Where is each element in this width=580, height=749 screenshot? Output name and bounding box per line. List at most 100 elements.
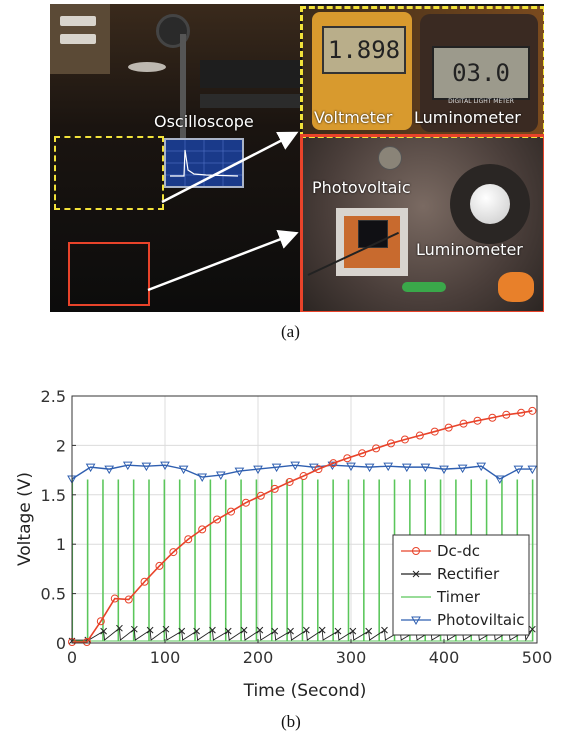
rectifier-point — [224, 627, 232, 635]
marker-stroke — [162, 625, 170, 633]
dcdc-point — [372, 444, 381, 453]
label-oscilloscope: Oscilloscope — [154, 112, 254, 131]
label-luminometer-top: Luminometer — [414, 108, 521, 127]
photovoltaic-point — [160, 461, 170, 471]
light-meter-brand: DIGITAL LIGHT METER — [448, 98, 514, 105]
marker-stroke — [116, 624, 123, 632]
marker-stroke — [271, 627, 279, 635]
photovoltaic-point — [271, 463, 282, 473]
dcdc-point — [343, 454, 352, 463]
legend-marker — [412, 570, 420, 578]
y-axis-label: Voltage (V) — [15, 472, 35, 566]
dcdc-point — [256, 491, 265, 500]
photovoltaic-point — [85, 463, 96, 473]
legend-label: Rectifier — [437, 565, 500, 583]
legend-marker — [412, 547, 420, 555]
photo-panel: 1.898 03.0 DIGITAL LIGHT METER Oscillosc… — [50, 4, 544, 312]
series-dcdc — [68, 406, 537, 647]
rectifier-point — [303, 626, 310, 634]
dcdc-point — [430, 427, 439, 436]
dcdc-point — [400, 435, 409, 444]
y-tick-label: 0 — [56, 634, 66, 653]
rectifier-point — [349, 627, 357, 635]
dcdc-point — [213, 515, 222, 524]
dcdc-point — [96, 617, 105, 626]
dcdc-point — [110, 594, 119, 603]
dcdc-point — [140, 577, 149, 586]
rectifier-point — [146, 626, 154, 634]
rectifier-point — [100, 627, 107, 635]
callout-arrows — [147, 131, 299, 292]
rectifier-point — [209, 626, 216, 634]
photovoltaic-point — [215, 471, 226, 481]
photovoltaic-point — [420, 463, 431, 473]
marker-stroke — [224, 627, 232, 635]
timer-line — [71, 479, 534, 642]
photovoltaic-point — [122, 461, 133, 471]
yellow-dashed-box-left — [54, 136, 164, 210]
y-tick-label: 2.5 — [41, 387, 66, 406]
rectifier-point — [130, 625, 138, 633]
legend-label: Timer — [436, 588, 481, 606]
x-tick-label: 200 — [243, 648, 274, 667]
x-tick-label: 500 — [522, 648, 553, 667]
x-tick-label: 400 — [429, 648, 460, 667]
marker-stroke — [318, 626, 326, 634]
photovoltaic-point — [364, 463, 375, 473]
dcdc-point — [299, 472, 308, 481]
lamp-base — [128, 62, 166, 72]
photovoltaic-point — [104, 465, 115, 475]
coin — [378, 146, 402, 170]
legend-box — [392, 534, 530, 636]
photovoltaic-point — [494, 475, 505, 484]
rectifier-point — [365, 627, 373, 635]
x-axis-label: Time (Second) — [243, 681, 367, 701]
y-tick-label: 0.5 — [41, 585, 66, 604]
dcdc-point — [386, 439, 395, 448]
marker-stroke — [193, 627, 200, 635]
photovoltaic-point — [527, 465, 538, 475]
label-voltmeter: Voltmeter — [314, 108, 393, 127]
marker-stroke — [100, 627, 107, 635]
legend-marker — [411, 616, 421, 626]
rectifier-point — [162, 625, 170, 633]
marker-stroke — [287, 627, 294, 635]
marker-stroke — [381, 626, 388, 634]
rectifier-point — [240, 626, 248, 634]
legend-label: Dc-dc — [437, 542, 480, 560]
marker-stroke — [256, 626, 264, 634]
dcdc-point — [124, 595, 133, 604]
series-timer — [71, 479, 534, 642]
y-tick-label: 1 — [56, 535, 66, 554]
photovoltaic-point — [513, 465, 524, 475]
rectifier-point — [193, 627, 200, 635]
rectifier-point — [271, 627, 279, 635]
plot-frame — [71, 395, 538, 644]
dcdc-point — [169, 548, 178, 557]
series-photovoltaic — [67, 461, 538, 484]
dcdc-point — [528, 406, 537, 415]
dcdc-line — [72, 410, 533, 643]
y-tick-label: 2 — [56, 436, 66, 455]
marker-stroke — [334, 627, 342, 635]
photovoltaic-point — [141, 462, 152, 472]
dcdc-point — [473, 416, 482, 425]
arrow-to-photovoltaic — [147, 230, 299, 292]
dcdc-point — [241, 498, 250, 507]
marker-stroke — [130, 625, 138, 633]
bench-shelf — [200, 94, 300, 108]
rectifier-point — [334, 627, 342, 635]
dcdc-point — [459, 419, 468, 428]
dcdc-point — [444, 423, 453, 432]
photovoltaic-point — [253, 465, 263, 475]
bench-shelf — [200, 60, 300, 88]
voltage-chart: 0 100 200 300 400 500 0 0.5 1 1.5 2 2.5 Time (Secon… — [15, 387, 553, 701]
photovoltaic-point — [401, 463, 412, 473]
rectifier-point — [178, 627, 186, 635]
red-box-right — [300, 134, 544, 312]
oscilloscope-trace — [166, 140, 242, 186]
photovoltaic-point — [290, 461, 301, 471]
marker-stroke — [365, 627, 373, 635]
dcdc-point — [415, 431, 424, 440]
dcdc-point — [184, 535, 193, 544]
